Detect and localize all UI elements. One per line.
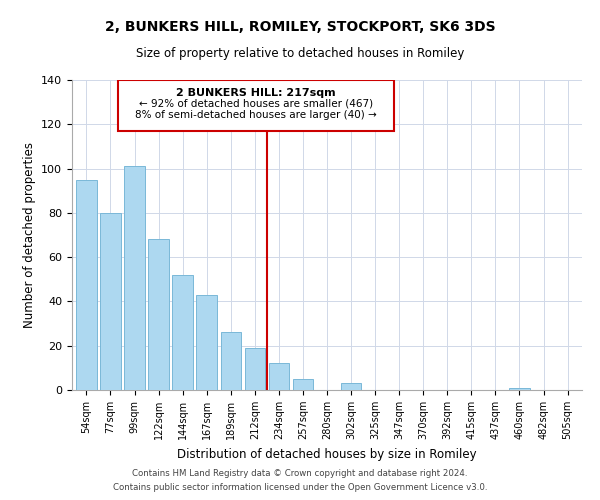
Bar <box>196 295 217 390</box>
FancyBboxPatch shape <box>118 80 394 131</box>
Text: 2, BUNKERS HILL, ROMILEY, STOCKPORT, SK6 3DS: 2, BUNKERS HILL, ROMILEY, STOCKPORT, SK6… <box>104 20 496 34</box>
X-axis label: Distribution of detached houses by size in Romiley: Distribution of detached houses by size … <box>177 448 477 460</box>
Text: Contains public sector information licensed under the Open Government Licence v3: Contains public sector information licen… <box>113 484 487 492</box>
Bar <box>221 332 241 390</box>
Bar <box>245 348 265 390</box>
Bar <box>172 275 193 390</box>
Text: Contains HM Land Registry data © Crown copyright and database right 2024.: Contains HM Land Registry data © Crown c… <box>132 468 468 477</box>
Text: Size of property relative to detached houses in Romiley: Size of property relative to detached ho… <box>136 48 464 60</box>
Text: ← 92% of detached houses are smaller (467): ← 92% of detached houses are smaller (46… <box>139 99 373 109</box>
Bar <box>293 379 313 390</box>
Bar <box>148 240 169 390</box>
Bar <box>341 384 361 390</box>
Y-axis label: Number of detached properties: Number of detached properties <box>23 142 35 328</box>
Bar <box>509 388 530 390</box>
Bar <box>76 180 97 390</box>
Text: 8% of semi-detached houses are larger (40) →: 8% of semi-detached houses are larger (4… <box>135 110 377 120</box>
Text: 2 BUNKERS HILL: 217sqm: 2 BUNKERS HILL: 217sqm <box>176 88 336 98</box>
Bar <box>100 213 121 390</box>
Bar <box>124 166 145 390</box>
Bar <box>269 364 289 390</box>
